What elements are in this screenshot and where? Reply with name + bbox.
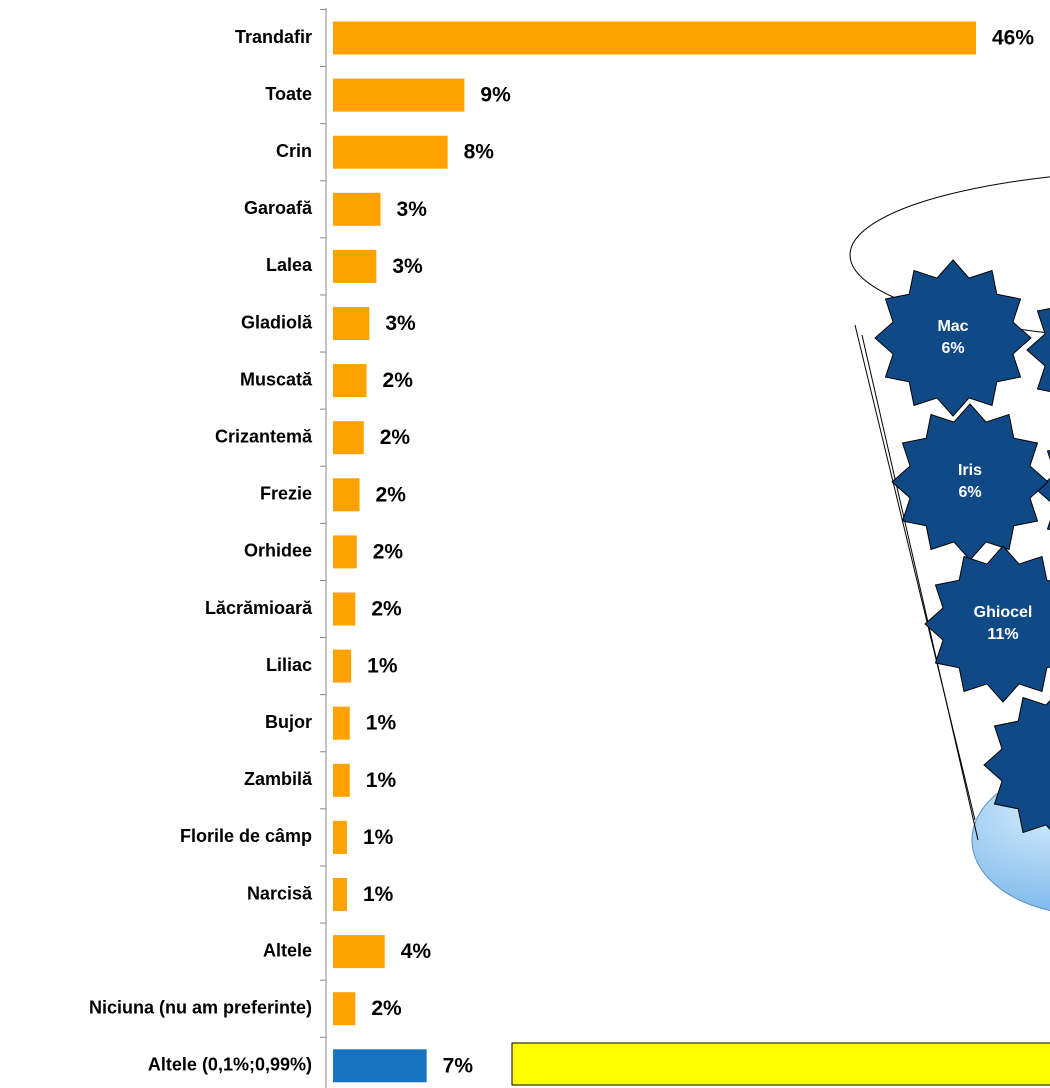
star-value: 6% xyxy=(958,484,981,501)
bar xyxy=(333,992,356,1026)
value-label: 1% xyxy=(366,769,397,792)
stars: Mac 6% Iris 6% Ghiocel 11% xyxy=(874,259,1050,834)
value-label: 3% xyxy=(392,255,423,278)
bar xyxy=(333,307,370,340)
value-label: 2% xyxy=(371,598,402,621)
bar xyxy=(333,592,356,626)
category-label: Crizantemă xyxy=(215,426,313,446)
star xyxy=(924,545,1050,703)
category-label: Trandafir xyxy=(235,27,312,47)
value-label: 4% xyxy=(401,940,432,963)
bar xyxy=(333,1049,427,1083)
category-label: Muscată xyxy=(240,369,313,389)
category-label: Altele xyxy=(263,940,312,960)
star-name: Mac xyxy=(937,318,968,335)
value-label: 2% xyxy=(380,426,411,449)
bar xyxy=(333,249,377,283)
bar xyxy=(333,478,360,512)
bar xyxy=(333,535,357,569)
value-label: 3% xyxy=(397,198,428,221)
category-label: Garoafă xyxy=(244,198,313,218)
value-label: 1% xyxy=(363,883,394,906)
category-label: Gladiolă xyxy=(241,312,313,332)
star xyxy=(1026,307,1050,393)
value-label: 1% xyxy=(367,655,398,678)
value-label: 8% xyxy=(464,141,495,164)
funnel-side xyxy=(854,324,976,821)
star xyxy=(1036,449,1050,531)
star-value: 11% xyxy=(987,626,1018,643)
bar xyxy=(333,649,352,683)
highlight-box xyxy=(511,1042,1050,1086)
bar xyxy=(333,192,381,226)
category-label: Lăcrămioară xyxy=(205,598,313,618)
bar xyxy=(333,820,347,854)
category-label: Liliac xyxy=(266,655,312,675)
category-label: Bujor xyxy=(265,712,312,732)
category-label: Toate xyxy=(265,84,312,104)
value-label: 2% xyxy=(383,369,414,392)
funnel-side xyxy=(861,334,979,841)
bar xyxy=(333,78,465,112)
star-value: 6% xyxy=(941,340,964,357)
category-label: Orhidee xyxy=(244,541,312,561)
value-label: 7% xyxy=(443,1054,474,1077)
category-label: Florile de câmp xyxy=(180,826,312,846)
bar xyxy=(333,421,364,455)
star xyxy=(983,696,1050,834)
bar xyxy=(333,878,347,911)
bar xyxy=(333,364,367,398)
category-label: Altele (0,1%;0,99%) xyxy=(148,1055,312,1075)
bar xyxy=(333,135,448,169)
category-label: Lalea xyxy=(266,255,313,275)
funnel-rim xyxy=(849,176,1050,334)
star xyxy=(874,259,1032,417)
value-label: 1% xyxy=(366,712,397,735)
value-label: 9% xyxy=(480,84,511,107)
value-label: 2% xyxy=(376,483,407,506)
bar xyxy=(333,763,350,797)
value-label: 46% xyxy=(992,27,1034,50)
bar xyxy=(333,21,976,55)
category-label: Niciuna (nu am preferinte) xyxy=(89,997,312,1017)
value-label: 2% xyxy=(373,540,404,563)
star-name: Ghiocel xyxy=(974,604,1033,621)
category-label: Narcisă xyxy=(247,883,313,903)
category-label: Frezie xyxy=(260,484,312,504)
value-label: 1% xyxy=(363,826,394,849)
star xyxy=(891,403,1049,561)
star-name: Iris xyxy=(958,462,982,479)
bar xyxy=(333,706,350,740)
bar xyxy=(333,935,385,969)
category-label: Crin xyxy=(276,141,312,161)
category-label: Zambilă xyxy=(244,769,313,789)
value-label: 2% xyxy=(371,997,402,1020)
value-label: 3% xyxy=(385,312,416,335)
